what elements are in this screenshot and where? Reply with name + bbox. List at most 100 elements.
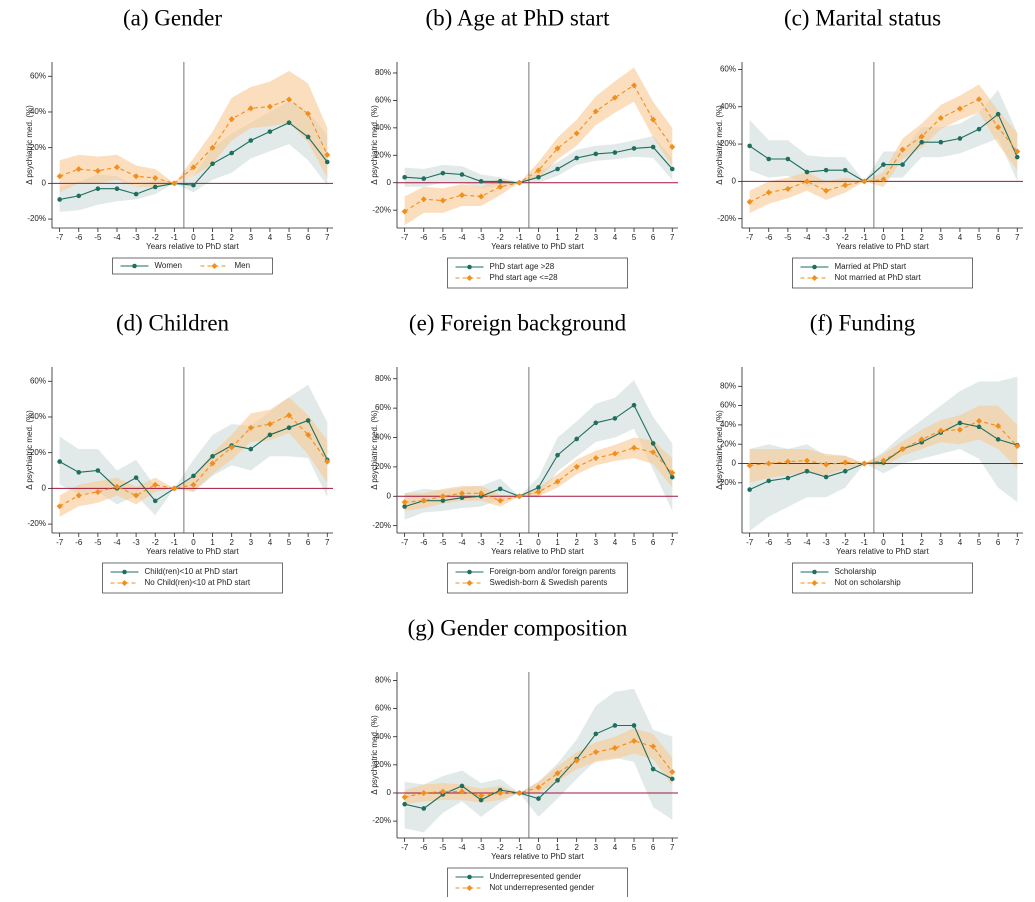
marker [57,197,62,202]
marker [535,784,542,791]
legend-label: Not underrepresented gender [490,883,595,892]
x-tick-label: 7 [1015,538,1020,547]
marker [56,173,63,180]
marker [937,114,944,121]
marker [1014,154,1020,160]
x-tick-label: 3 [249,233,254,242]
y-tick-label: -20% [717,478,736,487]
series-line [404,447,673,503]
x-axis-label: Years relative to PhD start [491,852,584,861]
marker [152,481,159,488]
marker [247,424,254,431]
x-tick-label: 1 [555,233,560,242]
marker [420,497,427,504]
x-tick-label: 0 [881,538,886,547]
x-tick-label: -3 [478,233,486,242]
legend-marker [812,569,817,575]
x-tick-label: 2 [574,233,579,242]
y-tick-label: 60% [720,401,736,410]
marker [402,504,407,509]
marker [75,166,82,173]
y-tick-label: 20% [375,462,391,471]
x-tick-label: 6 [996,538,1001,547]
panel-title: (a) Gender [123,5,222,30]
x-tick-label: 3 [594,843,599,852]
marker [286,96,293,103]
marker [995,437,1001,442]
marker [803,457,810,464]
x-tick-label: -7 [746,538,754,547]
marker [497,183,504,190]
marker [421,176,427,181]
marker [267,129,273,134]
marker [842,182,849,189]
y-tick-label: -20% [27,519,46,528]
marker [919,139,924,145]
x-tick-label: 7 [670,843,675,852]
x-tick-label: 7 [670,538,675,547]
legend-marker [466,885,473,891]
marker [823,474,829,480]
x-tick-label: -4 [113,538,121,547]
marker [478,792,485,799]
marker [937,427,944,434]
marker [631,444,638,451]
marker [536,796,541,801]
x-tick-label: 5 [632,233,637,242]
marker [631,737,638,744]
marker [95,186,101,192]
marker [305,418,311,423]
y-tick-label: 60% [375,704,391,713]
panel: (g) Gender composition -20% 0 20% 40% 60% 80% -… [370,615,678,899]
x-tick-label: 2 [574,843,579,852]
marker [842,167,848,173]
marker [803,178,810,185]
x-tick-label: -3 [478,843,486,852]
legend-box [447,562,628,594]
marker [957,420,963,426]
marker [113,483,120,490]
x-tick-label: 3 [249,538,254,547]
x-tick-label: -5 [94,538,102,547]
marker [573,130,580,137]
marker [842,468,848,474]
x-tick-label: -5 [439,538,447,547]
x-tick-label: -7 [56,538,64,547]
x-tick-label: -3 [133,233,141,242]
legend-label: Scholarship [835,567,877,576]
panel-title: (e) Foreign background [409,310,627,335]
marker [612,723,618,728]
x-tick-label: -6 [75,233,83,242]
marker [420,789,427,796]
y-tick-label: 40% [720,420,736,429]
confidence-band [404,136,673,189]
x-tick-label: 3 [939,233,944,242]
legend-marker [122,569,127,575]
x-tick-label: 1 [210,538,215,547]
marker [440,170,446,176]
legend-box [102,562,283,594]
x-tick-label: -3 [823,538,831,547]
marker [880,457,887,464]
x-tick-label: 5 [977,233,982,242]
marker [631,723,637,728]
marker [669,768,676,775]
marker [536,485,541,490]
marker [286,425,292,430]
y-tick-label: -20% [27,214,46,223]
y-tick-label: 60% [30,376,46,385]
confidence-band [59,101,328,212]
marker [976,418,983,425]
marker [305,431,312,438]
legend-marker [121,580,128,586]
legend-box [112,257,273,275]
x-tick-label: 7 [325,538,330,547]
legend-label: PhD start age >28 [490,262,555,271]
y-tick-label: 40% [30,107,46,116]
panel-title: (b) Age at PhD start [426,5,611,30]
marker [401,208,408,215]
marker [765,460,772,467]
marker [248,446,254,452]
marker [497,497,504,504]
marker [804,468,810,474]
